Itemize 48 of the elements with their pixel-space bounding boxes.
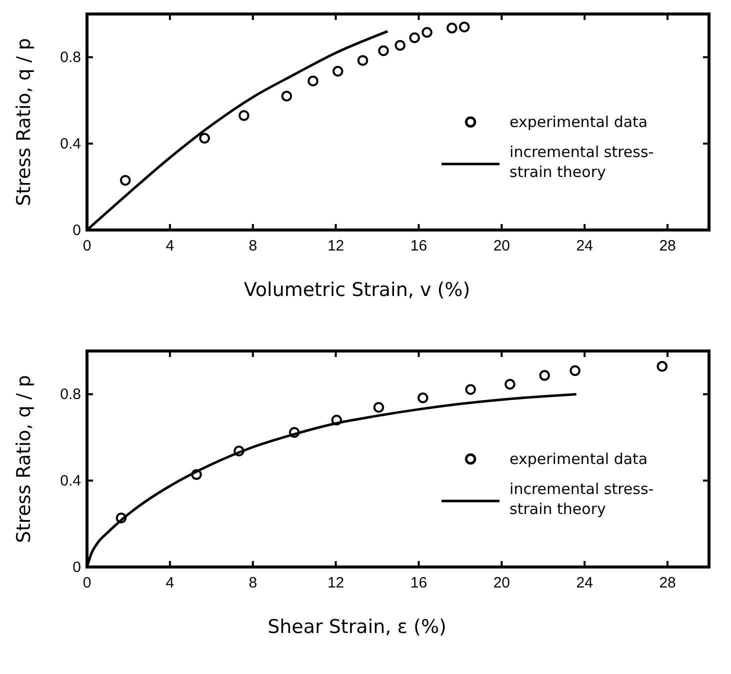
- x-tick-label: 20: [493, 238, 510, 255]
- legend-label: incremental stress-strain theory: [510, 480, 654, 518]
- x-tick-label: 16: [410, 238, 428, 255]
- x-tick-label: 24: [576, 238, 593, 255]
- point: [418, 392, 428, 404]
- y-tick-label: 0.8: [60, 386, 81, 403]
- x-tick-label: 28: [659, 238, 676, 255]
- y-tick-label: 0.4: [60, 472, 81, 490]
- x-tick-label: 4: [166, 238, 174, 255]
- y-tick-label: 0: [72, 222, 81, 239]
- point: [378, 45, 389, 56]
- point: [120, 174, 131, 186]
- point: [308, 76, 318, 86]
- point: [373, 402, 384, 413]
- x-tick-label: 16: [410, 574, 428, 592]
- y-tick-label: 0.4: [60, 135, 81, 152]
- y-tick-label: 0.8: [60, 49, 81, 66]
- point: [394, 40, 406, 51]
- point: [656, 360, 668, 372]
- x-tick-label: 4: [166, 574, 174, 592]
- x-tick-label: 8: [248, 574, 258, 592]
- x-tick-label: 20: [493, 574, 510, 592]
- x-axis-title: Shear Strain, ε (%): [268, 616, 446, 638]
- legend-label: incremental stress-strain theory: [510, 143, 654, 181]
- point: [465, 384, 476, 395]
- x-tick-label: 8: [248, 238, 258, 255]
- y-axis-title: Stress Ratio, q / p: [13, 375, 35, 543]
- legend-label: experimental data: [510, 113, 648, 131]
- point: [281, 90, 292, 102]
- legend-label: experimental data: [510, 450, 648, 468]
- point: [332, 66, 344, 77]
- point: [458, 22, 470, 32]
- point: [199, 132, 210, 144]
- x-tick-label: 12: [327, 238, 344, 255]
- point: [539, 370, 550, 381]
- point: [422, 27, 432, 38]
- point: [504, 378, 516, 390]
- point: [446, 22, 458, 34]
- point: [238, 110, 250, 121]
- point: [357, 55, 368, 66]
- point: [570, 365, 580, 376]
- point: [409, 32, 420, 44]
- x-tick-label: 28: [659, 574, 676, 592]
- x-axis-title: Volumetric Strain, v (%): [244, 279, 470, 301]
- y-tick-label: 0: [72, 558, 81, 576]
- y-axis-title: Stress Ratio, q / p: [13, 38, 35, 206]
- x-tick-label: 12: [327, 574, 344, 592]
- x-tick-label: 24: [576, 574, 593, 592]
